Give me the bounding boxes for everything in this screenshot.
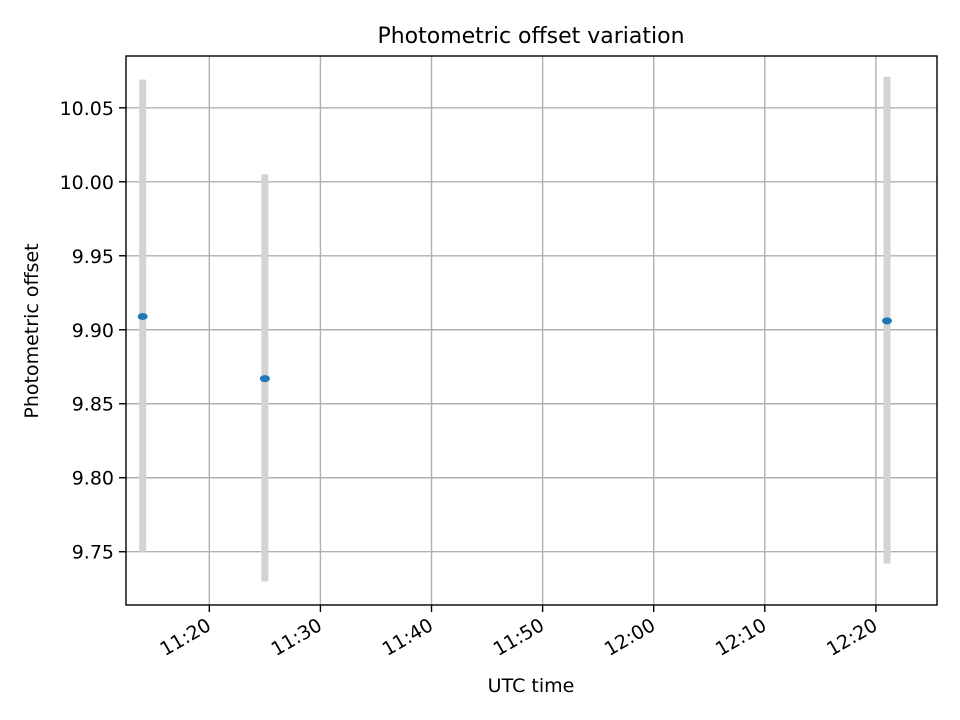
data-point [882, 317, 893, 325]
plot-frame [125, 55, 938, 606]
y-tick-label: 9.80 [72, 468, 114, 490]
y-tick-label: 9.95 [72, 246, 114, 268]
y-tick-label: 9.75 [72, 542, 114, 564]
data-point [259, 375, 270, 383]
y-axis-label: Photometric offset [21, 243, 43, 418]
chart-title: Photometric offset variation [377, 24, 684, 49]
y-tick-label: 9.85 [72, 394, 114, 416]
y-tick-label: 10.05 [60, 98, 114, 120]
data-point [137, 312, 148, 320]
y-tick-label: 10.00 [60, 172, 114, 194]
y-axis: 9.75 9.80 9.85 9.90 9.95 10.00 10.05 [60, 98, 126, 564]
data-points [137, 312, 893, 383]
x-axis-label: UTC time [488, 675, 575, 697]
y-tick-label: 9.90 [72, 320, 114, 342]
grid [126, 56, 937, 605]
